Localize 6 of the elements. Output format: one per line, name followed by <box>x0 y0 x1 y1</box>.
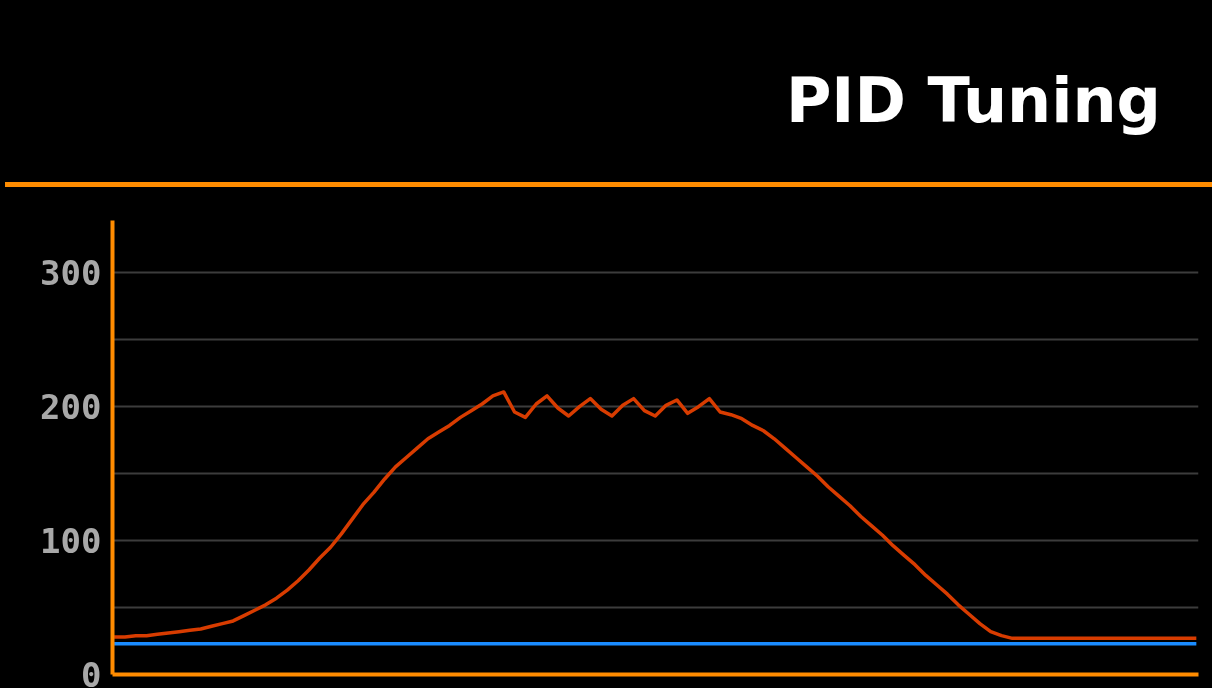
y-tick-label: 0 <box>81 655 102 688</box>
chart-title: PID Tuning <box>785 63 1161 139</box>
y-tick-label: 200 <box>40 387 102 428</box>
y-tick-label: 300 <box>40 253 102 294</box>
line-series <box>112 390 1199 641</box>
y-tick-label: 100 <box>40 521 102 562</box>
